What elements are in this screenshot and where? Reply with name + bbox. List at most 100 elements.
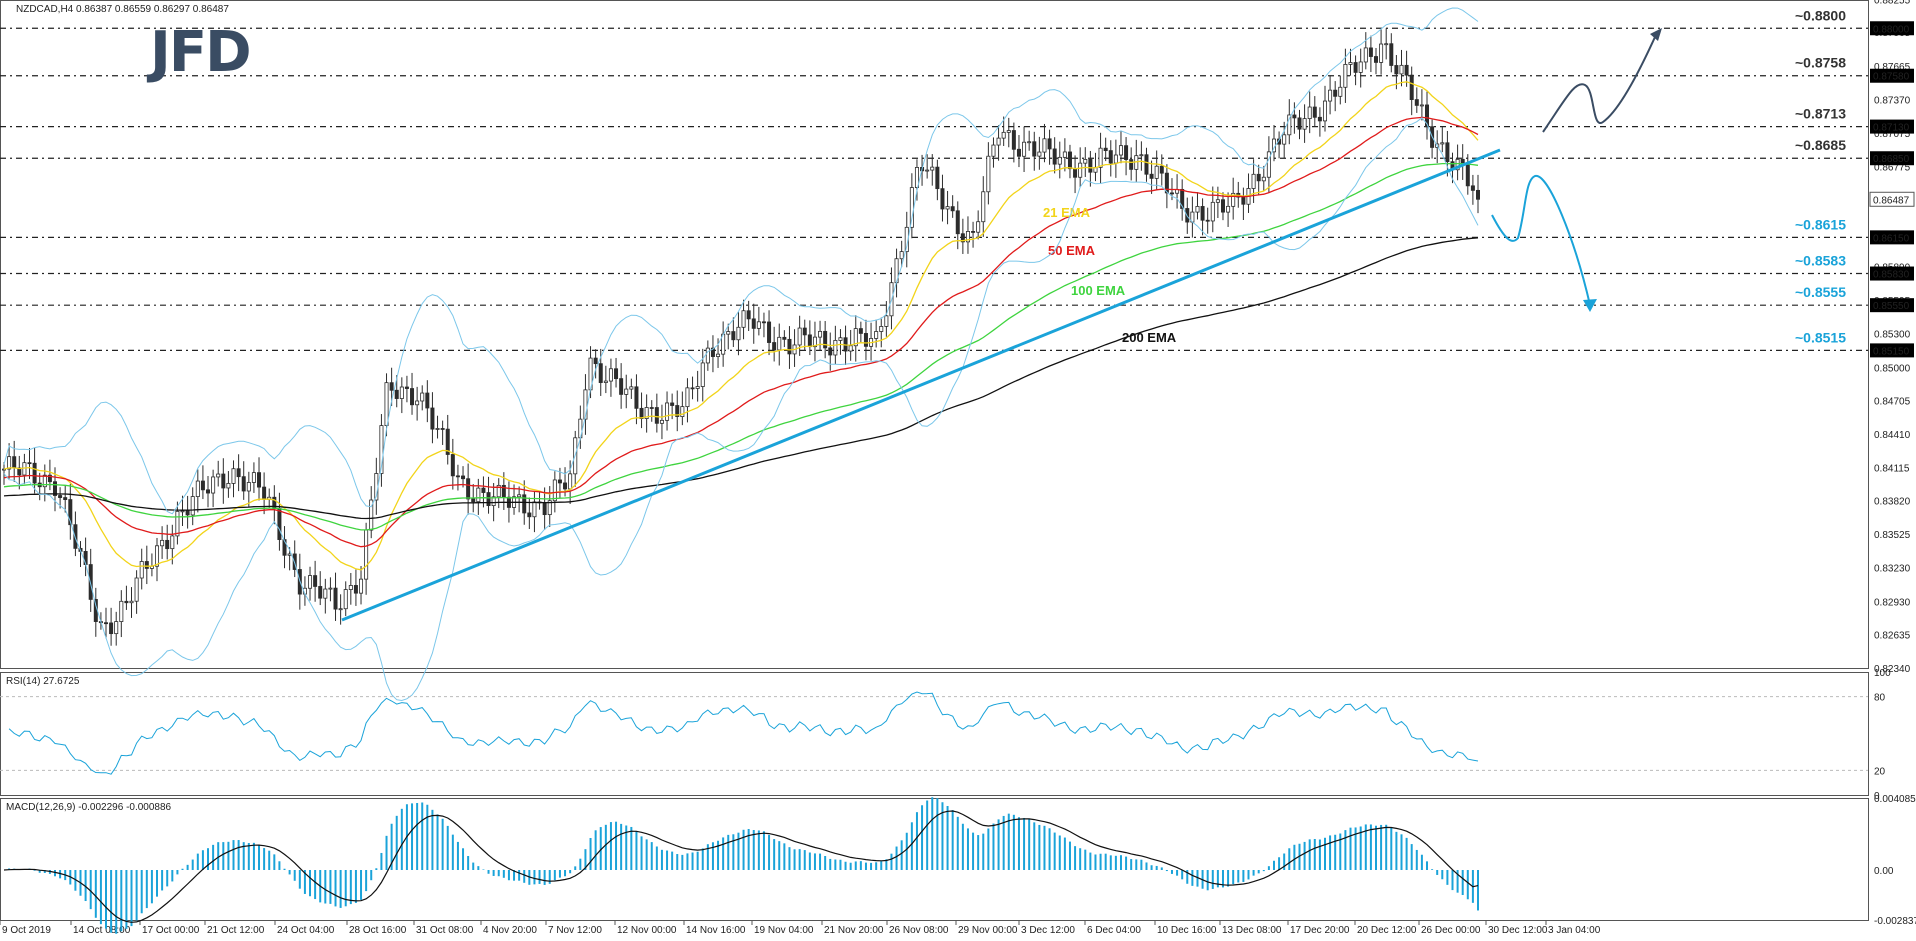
candle-body-238 (1215, 199, 1220, 203)
level-box-text-2: 0.87130 (1873, 123, 1910, 134)
candle-body-21 (109, 622, 114, 635)
candle-body-245 (1251, 173, 1256, 189)
level-box-0 (1870, 21, 1914, 36)
candle-body-133 (680, 406, 685, 417)
candle-body-35 (180, 510, 185, 513)
candle-body-167 (853, 328, 858, 347)
candle-body-196 (1001, 131, 1006, 139)
candle-body-183 (935, 166, 940, 190)
price-y-tick: 0.84705 (1874, 397, 1911, 408)
candle-body-261 (1333, 89, 1338, 97)
candle-body-151 (772, 342, 777, 351)
bollinger-upper (3, 7, 1479, 515)
candle-body-129 (659, 419, 664, 424)
candle-body-13 (68, 499, 73, 526)
candle-body-144 (736, 326, 741, 341)
candle-body-88 (450, 454, 455, 477)
candle-body-162 (828, 347, 833, 356)
candle-body-76 (389, 382, 394, 391)
x-tick: 24 Oct 04:00 (277, 925, 335, 936)
candle-body-107 (547, 500, 552, 516)
candle-body-143 (731, 331, 736, 341)
candle-body-64 (328, 587, 333, 590)
candle-body-71 (364, 529, 369, 580)
ema-label-200: 200 EMA (1122, 330, 1177, 345)
candle-body-81 (415, 400, 420, 406)
candle-body-159 (812, 336, 817, 348)
uptrend-line (341, 148, 1501, 622)
candle-body-266 (1358, 61, 1363, 73)
macd-pane-frame (0, 798, 1869, 921)
candle-body-190 (971, 231, 976, 233)
candle-body-94 (481, 487, 486, 493)
candle-body-45 (231, 468, 236, 484)
candle-body-134 (685, 387, 690, 408)
candle-body-6 (32, 462, 37, 484)
candle-body-66 (338, 608, 343, 611)
candle-body-37 (190, 496, 195, 516)
candle-body-166 (848, 345, 853, 352)
x-tick: 28 Oct 16:00 (349, 925, 407, 936)
ema-line-100 (3, 162, 1479, 531)
candle-body-90 (461, 475, 466, 480)
candle-body-121 (619, 378, 624, 395)
candle-body-154 (787, 338, 792, 355)
candle-body-237 (1210, 201, 1215, 222)
candle-body-160 (818, 330, 823, 338)
candle-body-273 (1394, 65, 1399, 75)
candle-body-219 (1118, 145, 1123, 156)
level-box-text-6: 0.85550 (1873, 301, 1910, 312)
candle-body-257 (1312, 106, 1317, 118)
candle-body-101 (517, 494, 522, 498)
candle-body-250 (1277, 138, 1282, 145)
ema-label-21: 21 EMA (1043, 205, 1091, 220)
candle-body-117 (598, 363, 603, 383)
current-price-box (1869, 191, 1915, 207)
x-tick: 3 Jan 04:00 (1548, 925, 1601, 936)
candle-body-275 (1404, 64, 1409, 76)
candle-body-123 (629, 386, 634, 390)
price-y-tick: 0.86775 (1874, 163, 1911, 174)
candle-body-87 (445, 428, 450, 455)
x-tick: 21 Oct 12:00 (207, 925, 265, 936)
candle-body-188 (960, 233, 965, 243)
candle-body-223 (1139, 154, 1144, 157)
macd-signal-line (3, 810, 1479, 923)
candle-body-264 (1348, 62, 1353, 65)
candle-body-61 (313, 575, 318, 587)
candle-body-271 (1384, 43, 1389, 46)
candle-body-247 (1261, 176, 1266, 182)
candle-body-210 (1073, 168, 1078, 178)
candle-body-103 (527, 512, 532, 518)
level-box-4 (1870, 230, 1914, 245)
candle-body-26 (134, 577, 139, 602)
x-tick: 13 Dec 08:00 (1222, 925, 1282, 936)
candle-body-192 (981, 191, 986, 223)
candle-body-82 (420, 392, 425, 402)
candle-body-24 (124, 600, 129, 604)
candle-body-239 (1220, 199, 1225, 213)
candle-body-80 (410, 388, 415, 406)
candle-body-198 (1011, 130, 1016, 150)
candle-body-181 (925, 169, 930, 172)
candle-body-246 (1256, 173, 1261, 182)
candle-body-22 (114, 621, 119, 635)
candle-body-5 (27, 462, 32, 465)
candle-body-43 (221, 473, 226, 489)
ema-label-50: 50 EMA (1048, 243, 1096, 258)
candle-body-147 (751, 318, 756, 329)
ema-line-21 (3, 81, 1479, 571)
candle-body-68 (348, 585, 353, 590)
ema-line-50 (3, 116, 1479, 548)
candle-body-49 (251, 472, 256, 483)
candle-body-124 (634, 386, 639, 409)
macd-pane-header: MACD(12,26,9) -0.002296 -0.000886 (6, 802, 172, 813)
candle-body-228 (1164, 172, 1169, 194)
candle-body-289 (1476, 189, 1481, 200)
candle-body-91 (466, 478, 471, 500)
price-y-tick: 0.87075 (1874, 129, 1911, 140)
candle-body-31 (160, 539, 165, 547)
candle-body-279 (1424, 104, 1429, 128)
